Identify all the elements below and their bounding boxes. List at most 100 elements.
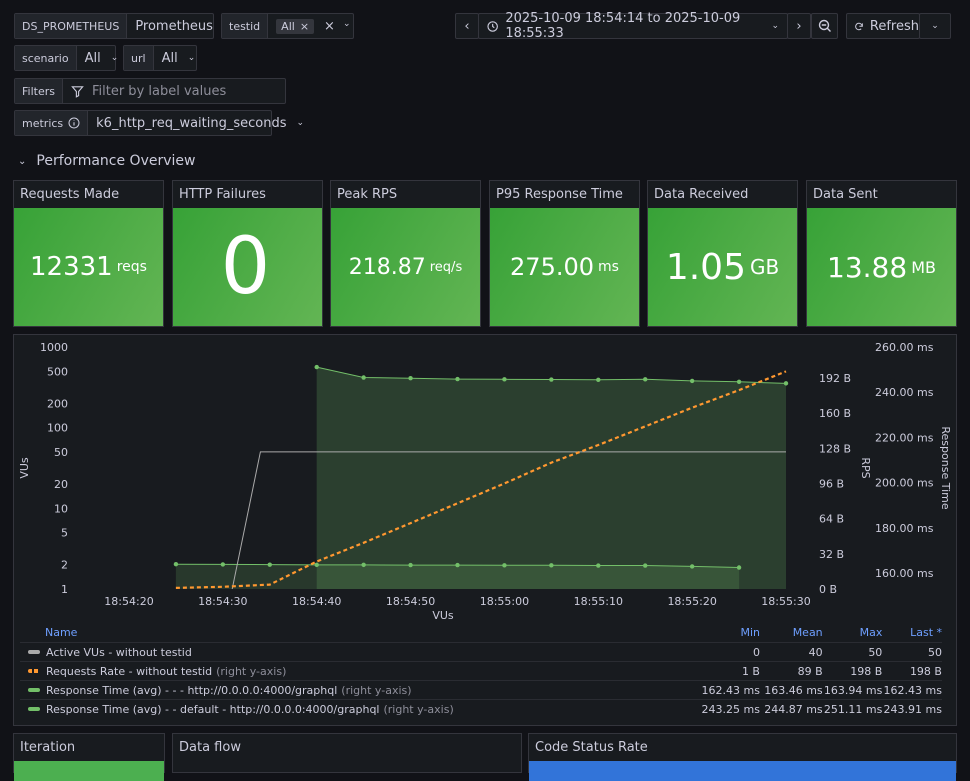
stat-body: 1.05 GB [648,208,797,326]
testid-chip-label: All [281,19,295,33]
datasource-select-value: Prometheus [135,18,213,34]
scenario-select[interactable]: All ⌄ [77,46,127,70]
time-forward-button[interactable]: › [787,13,811,39]
clear-icon[interactable]: × [324,18,335,34]
url-variable: url All ⌄ [123,45,197,71]
legend-col-max[interactable]: Max [859,626,883,639]
legend-max-value: 50 [868,645,883,659]
stat-unit: req/s [429,259,463,275]
legend-header: Name Min Mean Max Last * [20,623,942,642]
stat-title: Data Received [654,187,749,202]
legend-min-value: 243.25 ms [701,702,760,716]
stat-panel-data-sent: Data Sent 13.88 MB [806,180,957,327]
metrics-variable-label: metrics [15,111,89,135]
refresh-button[interactable]: Refresh [846,13,920,39]
testid-select[interactable]: All × × ⌄ [268,14,356,38]
stat-panel-peak-rps: Peak RPS 218.87 req/s [330,180,481,327]
stat-body: 12331 reqs [14,208,163,326]
legend-min-value: 0 [752,645,760,659]
legend-row[interactable]: Response Time (avg) - - - http://0.0.0.0… [20,680,942,699]
chevron-right-icon: › [796,18,802,34]
legend-swatch [28,650,40,654]
legend-axis-note: (right y-axis) [216,664,287,678]
stat-unit: MB [911,257,936,277]
iteration-stat-body [14,761,164,781]
metrics-select[interactable]: k6_http_req_waiting_seconds ⌄ [88,111,312,135]
legend-row[interactable]: Requests Rate - without testid (right y-a… [20,661,942,680]
clock-icon [487,20,498,32]
info-icon [68,117,80,129]
stat-panel-p95-response-time: P95 Response Time 275.00 ms [489,180,640,327]
stat-value: 13.88 [827,250,908,284]
legend-series-name: Response Time (avg) - - - http://0.0.0.0… [20,684,657,697]
scenario-variable: scenario All ⌄ [14,45,118,71]
legend-last-value: 243.91 ms [883,702,942,716]
chip-remove-icon[interactable]: × [299,19,310,33]
legend-min-value: 162.43 ms [701,683,760,697]
chevron-down-icon: ⌄ [931,21,939,31]
legend-row[interactable]: Response Time (avg) - - default - http:/… [20,699,942,718]
legend-mean-value: 244.87 ms [764,702,823,716]
data-flow-panel: Data flow [172,733,522,773]
legend-axis-note: (right y-axis) [383,702,454,716]
stat-body: 13.88 MB [807,208,956,326]
legend-label: Response Time (avg) - - default - http:/… [46,702,380,716]
refresh-label: Refresh [869,18,919,34]
legend-axis-note: (right y-axis) [341,683,412,697]
url-select-value: All [161,50,178,66]
code-status-title: Code Status Rate [535,740,648,755]
stat-unit: GB [749,255,780,279]
scenario-variable-label: scenario [15,46,77,70]
legend-mean-value: 163.46 ms [764,683,823,697]
iteration-panel: Iteration [13,733,165,781]
zoom-out-button[interactable] [811,13,838,39]
zoom-out-icon [818,19,831,32]
legend-swatch [28,669,40,673]
code-status-panel: Code Status Rate [528,733,957,781]
chevron-down-icon: ⌄ [110,53,119,63]
testid-variable: testid All × × ⌄ [221,13,354,39]
legend-series-name: Requests Rate - without testid (right y-a… [20,665,657,678]
testid-variable-label: testid [222,14,269,38]
row-title: Performance Overview [36,153,196,169]
time-back-button[interactable]: ‹ [455,13,479,39]
chevron-down-icon: ⌄ [296,118,305,128]
testid-chip[interactable]: All × [276,18,315,34]
url-select[interactable]: All ⌄ [154,46,204,70]
datasource-variable-label: DS_PROMETHEUS [15,14,128,38]
stat-unit: ms [598,259,619,275]
stat-title: HTTP Failures [179,187,266,202]
filters-placeholder: Filter by label values [91,83,227,99]
refresh-interval-dropdown[interactable]: ⌄ [919,13,951,39]
metrics-variable: metrics k6_http_req_waiting_seconds ⌄ [14,110,304,136]
stat-title: Data Sent [813,187,878,202]
legend-label: Requests Rate - without testid [46,664,213,678]
stat-panel-requests-made: Requests Made 12331 reqs [13,180,164,327]
filters-input[interactable]: Filter by label values [63,79,285,103]
legend-max-value: 251.11 ms [823,702,883,716]
legend-col-min[interactable]: Min [740,626,761,639]
legend-min-value: 1 B [741,664,760,678]
legend-swatch [28,688,40,692]
chevron-left-icon: ‹ [464,18,470,34]
datasource-variable: DS_PROMETHEUS Prometheus ⌄ [14,13,231,39]
legend-col-mean[interactable]: Mean [792,626,823,639]
legend-label: Response Time (avg) - - - http://0.0.0.0… [46,683,338,697]
legend-col-name[interactable]: Name [45,626,78,639]
chevron-down-icon: ⌄ [18,155,27,167]
scenario-select-value: All [84,50,101,66]
legend-col-last[interactable]: Last * [910,626,943,639]
stat-value: 218.87 [348,254,426,280]
legend-last-value: 162.43 ms [883,683,942,697]
stat-title: Peak RPS [337,187,398,202]
chevron-down-icon: ⌄ [342,18,351,29]
legend-series-name: Active VUs - without testid [20,646,657,659]
time-range-picker[interactable]: 2025-10-09 18:54:14 to 2025-10-09 18:55:… [478,11,788,41]
stat-value: 275.00 [510,253,595,281]
row-header-performance-overview[interactable]: ⌄ Performance Overview [18,152,195,170]
filters-label: Filters [15,79,63,103]
legend-row[interactable]: Active VUs - without testid 0 40 50 50 [20,642,942,661]
stat-title: P95 Response Time [496,187,623,202]
stat-value: 0 [220,222,271,312]
legend-max-value: 163.94 ms [823,683,883,697]
